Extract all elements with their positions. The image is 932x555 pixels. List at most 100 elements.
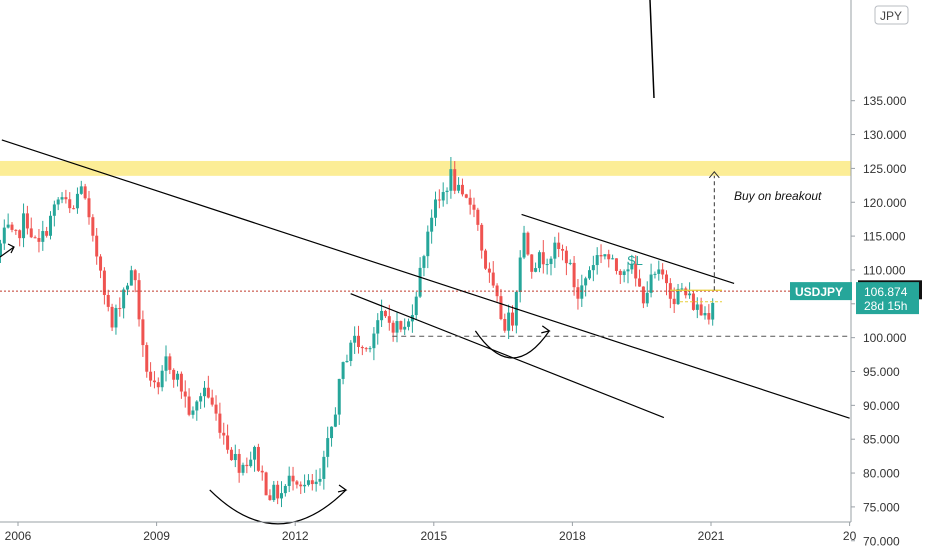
candle-body: [176, 373, 180, 380]
candle-body: [245, 464, 249, 467]
candle-body: [118, 308, 122, 310]
candle-body: [322, 456, 326, 479]
candle-body: [187, 396, 191, 415]
candle-body: [60, 197, 64, 200]
candle-body: [253, 446, 257, 460]
candle-body: [695, 304, 699, 310]
candle-body: [510, 312, 514, 326]
candle-body: [241, 464, 245, 473]
candle-body: [433, 199, 437, 218]
candle-body: [68, 199, 72, 209]
retest-arc: [474, 330, 550, 359]
candle-body: [287, 475, 291, 486]
candle-body: [299, 484, 303, 487]
candle-body: [661, 269, 665, 275]
candle-body: [314, 481, 318, 485]
triangle-resistance-line[interactable]: [521, 213, 735, 285]
price-tick-label: 85.000: [863, 433, 900, 447]
candle-body: [172, 369, 176, 380]
candle-body: [179, 373, 183, 392]
candle-body: [214, 404, 218, 414]
candle-body: [133, 270, 137, 281]
candle-body: [407, 321, 411, 327]
candle-body: [595, 255, 599, 266]
candle-body: [437, 199, 441, 201]
candle-body: [125, 285, 129, 290]
candle-body: [607, 254, 611, 260]
candle-body: [226, 435, 230, 450]
candle-body: [480, 224, 484, 251]
time-tick-label: 2009: [143, 529, 170, 543]
candle-body: [102, 270, 106, 295]
cup-arc: [209, 489, 347, 525]
candle-body: [376, 320, 380, 334]
candle-body: [0, 243, 2, 257]
time-tick-label: 2006: [5, 529, 32, 543]
time-tick-label: 2018: [559, 529, 586, 543]
candle-body: [711, 302, 715, 320]
candle-body: [291, 475, 295, 482]
support-trendline[interactable]: [350, 293, 665, 419]
candle-body: [418, 267, 422, 297]
candle-body: [622, 271, 626, 275]
candle-body: [337, 378, 341, 415]
price-tick-label: 125.000: [863, 162, 907, 176]
candle-body: [557, 242, 561, 249]
candle-body: [10, 224, 14, 230]
candle-body: [703, 313, 707, 316]
long-term-trendline[interactable]: [1, 139, 850, 419]
candle-body: [638, 278, 642, 287]
candle-body: [649, 274, 653, 293]
candle-body: [210, 397, 214, 405]
candle-body: [387, 316, 391, 323]
candle-body: [272, 484, 276, 501]
symbol-label: USDJPY: [795, 285, 843, 299]
candle-body: [310, 480, 314, 485]
candle-body: [699, 304, 703, 316]
candle-body: [356, 335, 360, 347]
candle-body: [599, 255, 603, 257]
candle-body: [52, 204, 56, 216]
candle-body: [584, 278, 588, 286]
candle-body: [641, 286, 645, 304]
candle-body: [64, 197, 68, 200]
retest-arc-arrowhead: [541, 325, 551, 334]
candle-body: [668, 283, 672, 299]
candle-body: [499, 296, 503, 320]
candle-body: [672, 298, 676, 305]
price-tick-label: 75.000: [863, 500, 900, 514]
candle-body: [553, 242, 557, 259]
candle-body: [56, 199, 60, 205]
candle-body: [145, 345, 149, 372]
last-price-label: 106.874: [864, 285, 908, 299]
candle-body: [202, 387, 206, 397]
candle-body: [380, 310, 384, 321]
candle-body: [399, 321, 403, 330]
candle-body: [630, 263, 634, 270]
candle-body: [503, 319, 507, 331]
candle-body: [330, 426, 334, 439]
candle-body: [472, 204, 476, 210]
price-tick-label: 70.000: [863, 534, 900, 548]
candle-body: [368, 348, 372, 350]
candle-body: [372, 333, 376, 349]
candle-body: [99, 256, 103, 271]
buy-breakout-label: Buy on breakout: [734, 189, 822, 203]
candle-body: [168, 356, 172, 370]
candle-body: [79, 186, 83, 194]
stop-loss-label: SL: [627, 253, 643, 268]
candle-body: [137, 280, 141, 320]
candle-body: [218, 413, 222, 433]
candle-body: [545, 264, 549, 266]
candle-body: [445, 190, 449, 193]
candle-body: [364, 348, 368, 350]
candle-body: [276, 484, 280, 499]
candle-body: [110, 306, 114, 328]
candle-body: [518, 257, 522, 292]
candle-body: [2, 227, 6, 244]
candle-body: [83, 186, 87, 199]
currency-badge[interactable]: [874, 5, 909, 25]
candle-body: [25, 213, 29, 229]
candle-body: [91, 217, 95, 236]
